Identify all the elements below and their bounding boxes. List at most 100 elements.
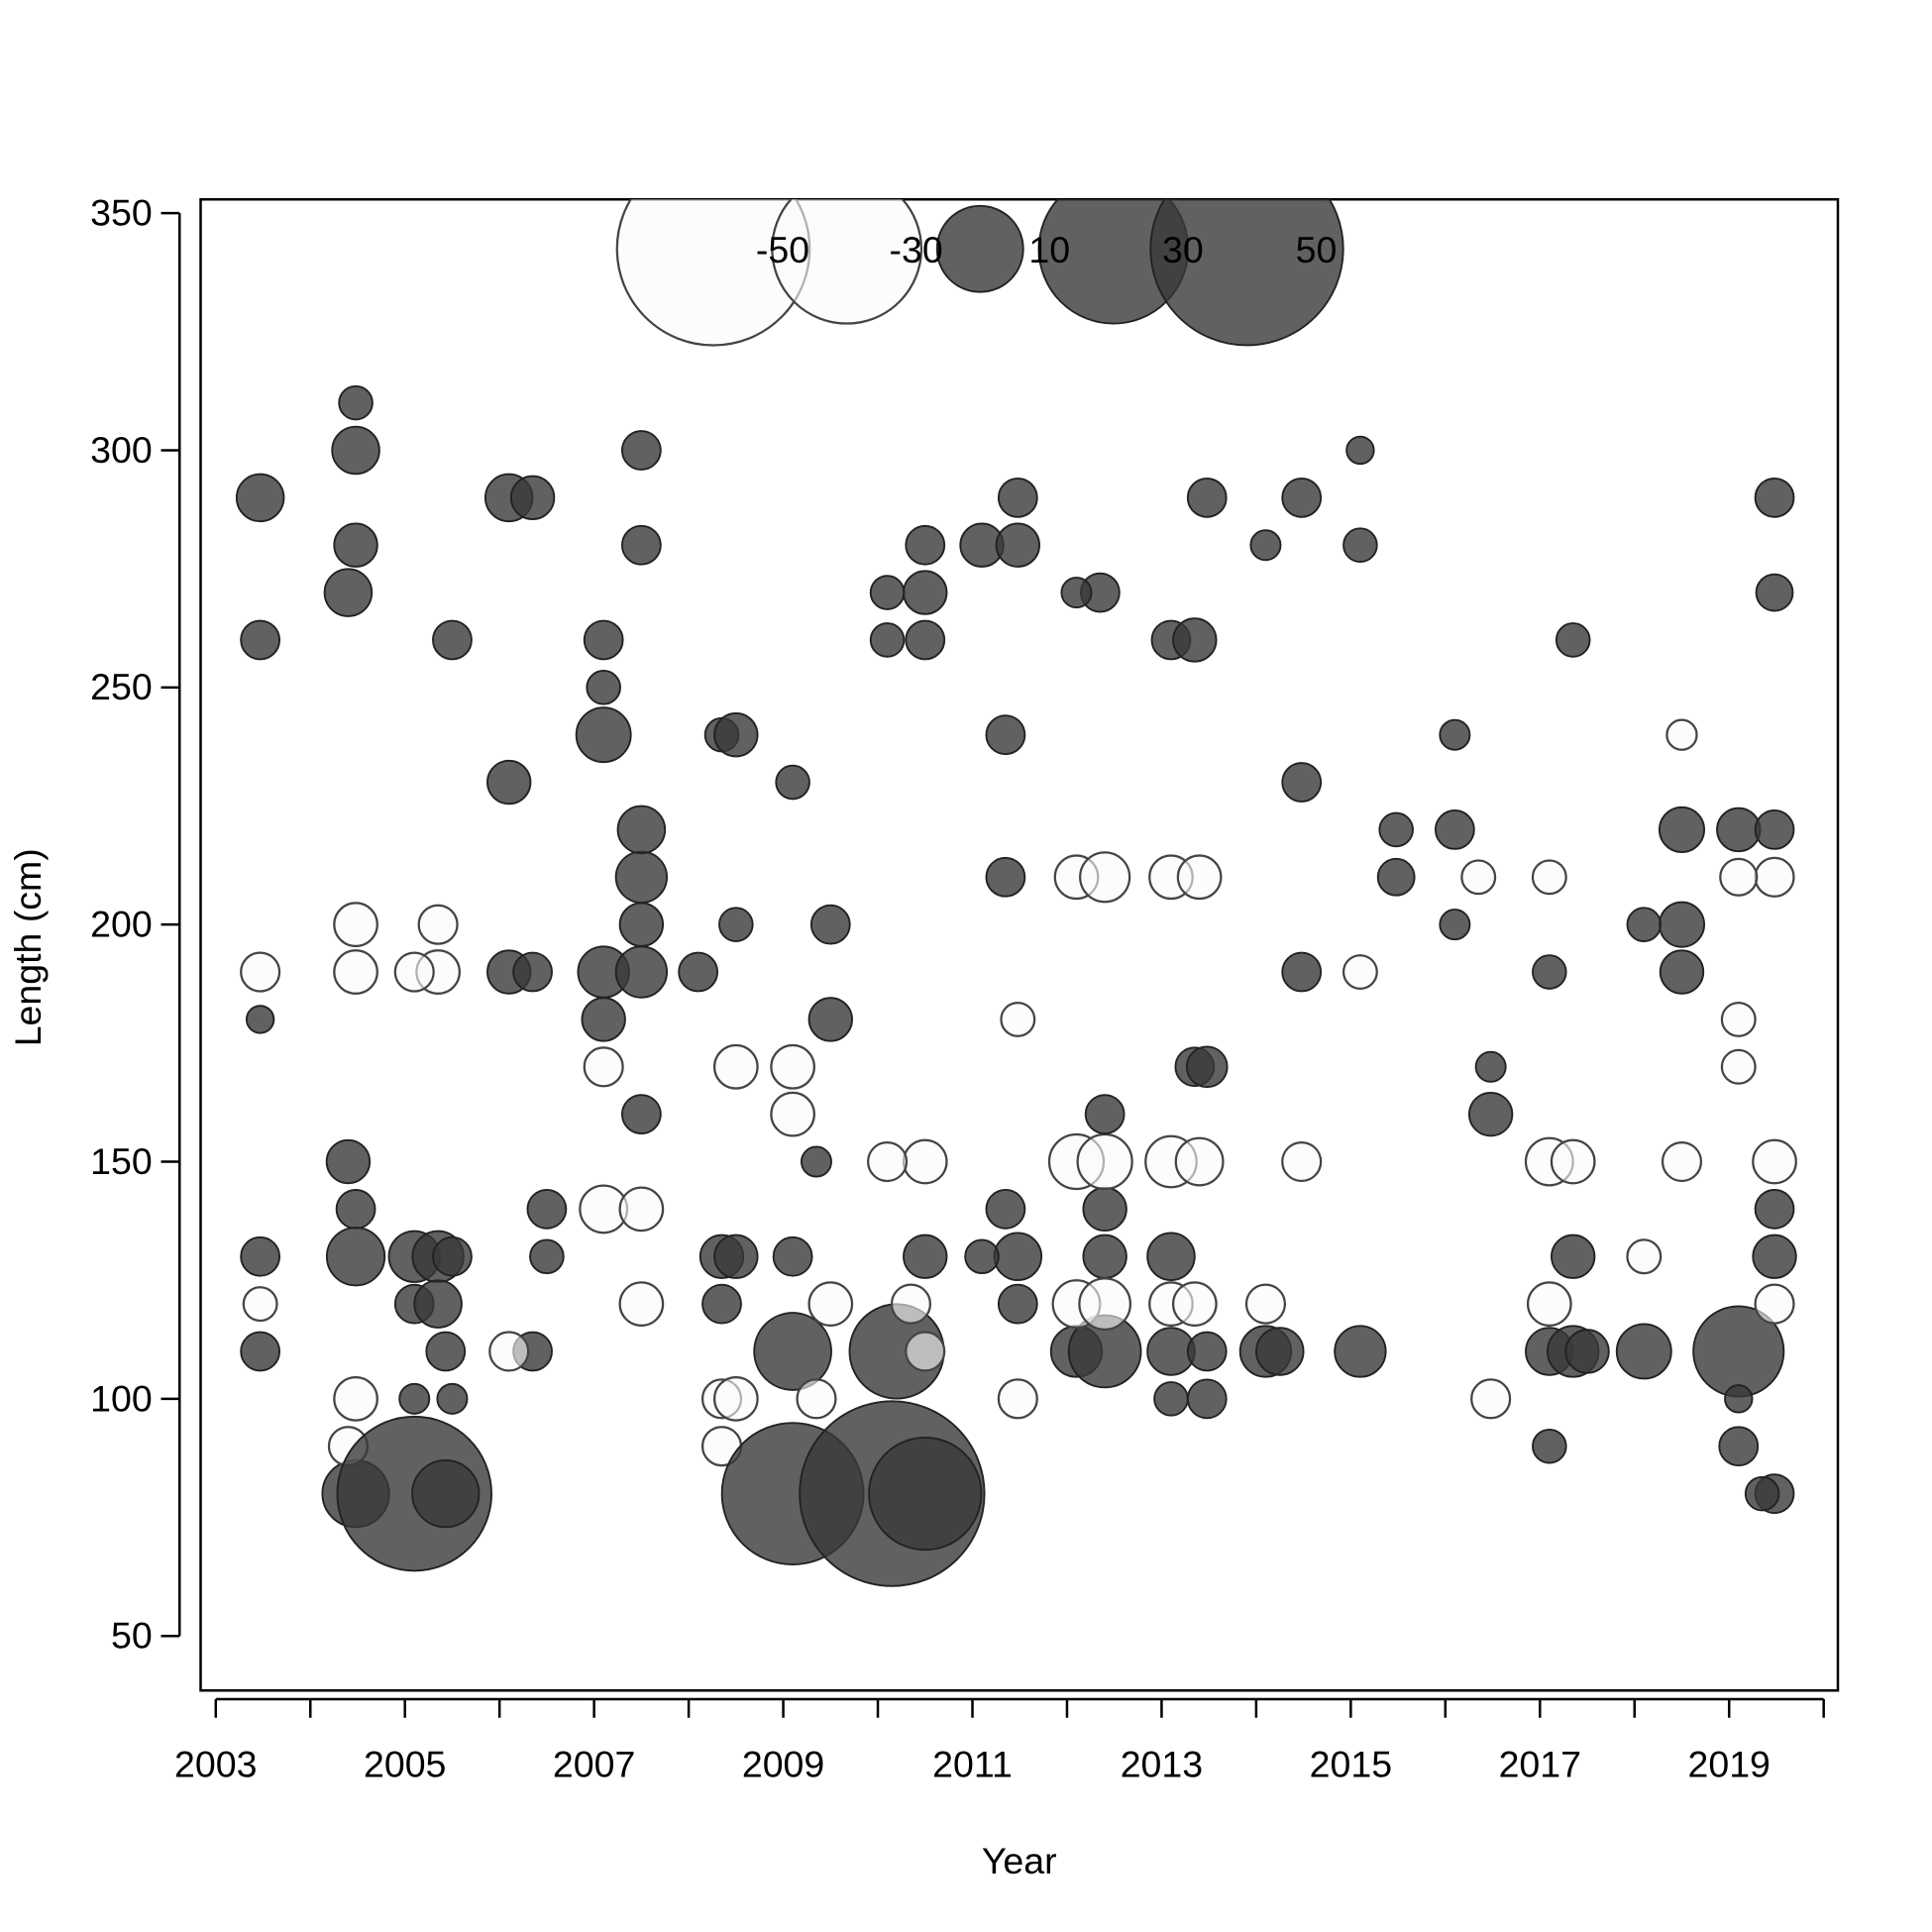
bubble: [1172, 617, 1218, 663]
legend-label: 10: [1028, 229, 1070, 270]
bubble: [240, 1331, 281, 1372]
bubble: [526, 1188, 568, 1230]
x-tick-label: 2005: [364, 1744, 446, 1785]
bubble: [772, 1235, 813, 1277]
bubble: [1626, 907, 1663, 942]
bubble: [1615, 1323, 1672, 1380]
bubble: [1532, 1428, 1567, 1464]
bubble: [417, 904, 459, 945]
bubble: [618, 902, 665, 947]
bubble: [1754, 477, 1795, 518]
legend-bubble: [1149, 199, 1344, 347]
bubble: [1000, 1001, 1036, 1037]
bubble: [993, 1232, 1043, 1282]
bubble: [488, 1331, 530, 1372]
y-tick-label: 300: [90, 429, 153, 471]
bubble: [770, 1091, 815, 1137]
bubble: [1658, 805, 1706, 853]
bubble: [997, 1378, 1038, 1420]
bubble: [432, 1235, 473, 1277]
legend-bubble: [935, 204, 1024, 293]
y-tick-label: 200: [90, 904, 153, 945]
bubble: [1754, 809, 1795, 850]
bubble: [240, 951, 281, 993]
bubble: [1334, 1325, 1387, 1378]
bubble: [1716, 806, 1762, 853]
bubble: [985, 1188, 1026, 1230]
bubble: [1174, 1136, 1225, 1187]
bubble: [713, 712, 759, 758]
bubble: [1079, 851, 1131, 904]
bubble: [1755, 573, 1794, 612]
bubble: [614, 850, 669, 904]
y-tick-label: 350: [90, 192, 153, 234]
bubble: [770, 1043, 815, 1090]
bubble: [807, 1281, 854, 1327]
x-axis-label: Year: [982, 1840, 1057, 1881]
bubble: [240, 619, 281, 661]
bubble: [1752, 1138, 1797, 1185]
bubble: [616, 805, 667, 855]
bubble: [1342, 954, 1378, 991]
bubble: [1754, 1188, 1795, 1230]
bubble: [1526, 1281, 1572, 1327]
bubble: [1754, 1283, 1795, 1325]
bubble: [1082, 1234, 1127, 1279]
bubble: [712, 1375, 759, 1422]
bubble: [1176, 854, 1223, 901]
bubble: [245, 1005, 275, 1034]
bubble: [678, 951, 719, 993]
bubble: [1281, 477, 1323, 518]
bubble: [529, 1238, 565, 1275]
bubble: [512, 951, 553, 993]
bubble: [411, 1458, 481, 1529]
bubble: [581, 997, 626, 1042]
bubble: [796, 1378, 837, 1420]
bubble: [1752, 1234, 1797, 1279]
bubble: [235, 473, 285, 523]
bubble: [867, 1140, 909, 1183]
bubble: [432, 619, 473, 661]
bubble: [620, 430, 662, 471]
bubble: [1531, 859, 1567, 896]
bubble: [985, 714, 1026, 756]
x-tick-label: 2011: [932, 1744, 1013, 1785]
bubble: [1281, 762, 1323, 803]
bubble: [1281, 1140, 1323, 1183]
bubble: [1720, 1048, 1757, 1085]
bubble: [323, 568, 374, 617]
bubble: [713, 1234, 759, 1279]
bubble: [1281, 951, 1323, 993]
bubble: [1555, 622, 1591, 658]
bubble: [242, 1286, 278, 1323]
bubble: [807, 997, 853, 1042]
bubble: [905, 524, 946, 566]
bubble: [1659, 949, 1705, 995]
bubble: [333, 902, 378, 948]
bubble: [618, 1186, 665, 1233]
bubble: [1345, 435, 1375, 466]
legend-label: 50: [1296, 229, 1338, 270]
bubble: [997, 1283, 1038, 1325]
bubble: [333, 1375, 378, 1422]
legend-label: -50: [756, 229, 809, 270]
bubble: [1550, 1138, 1596, 1185]
bubble: [868, 1436, 983, 1552]
x-tick-label: 2013: [1121, 1744, 1203, 1785]
bubble: [509, 475, 556, 521]
bubble: [333, 949, 378, 995]
bubble: [775, 764, 810, 801]
bubble: [338, 384, 374, 421]
bubble: [1342, 527, 1378, 563]
legend-label: 30: [1162, 229, 1204, 270]
bubble: [903, 570, 948, 615]
bubble: [1720, 1001, 1757, 1037]
bubble: [890, 1283, 932, 1325]
bubble: [1470, 1378, 1512, 1420]
bubble: [1153, 1381, 1189, 1417]
bubble: [583, 619, 624, 661]
bubble: [985, 856, 1026, 898]
bubble: [1171, 1281, 1218, 1327]
bubble: [1060, 577, 1093, 609]
